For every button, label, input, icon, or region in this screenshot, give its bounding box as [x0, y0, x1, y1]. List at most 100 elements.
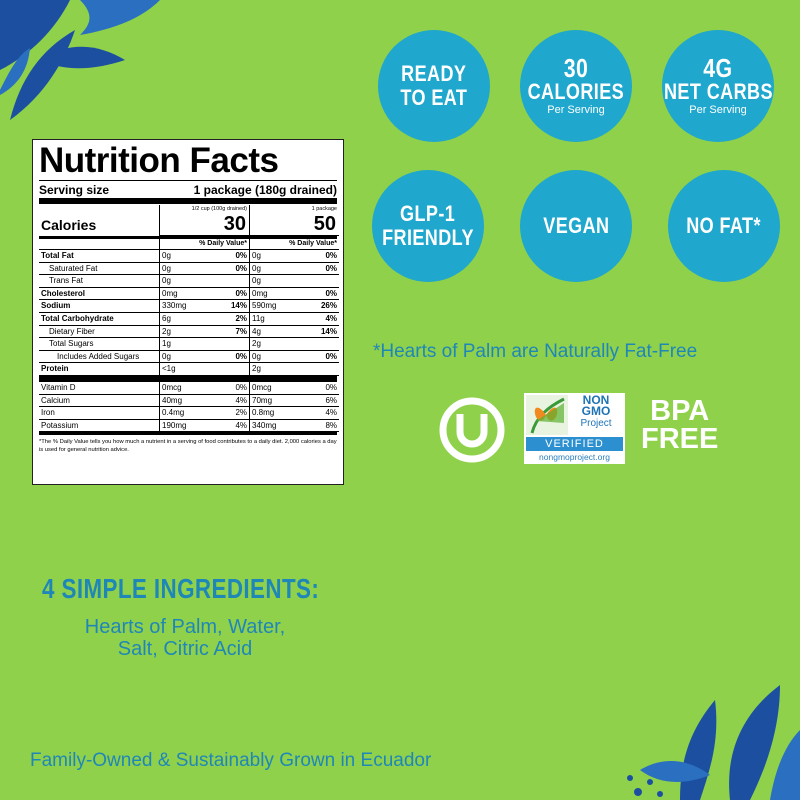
nutrient-value-cell: <1g	[159, 363, 249, 376]
nutrient-amount: 0g	[162, 351, 171, 361]
col1-header: 1/2 cup (100g drained)	[159, 205, 249, 213]
nutrient-value-cell: 11g 4%	[249, 312, 339, 326]
badge-vegan: VEGAN	[520, 170, 632, 282]
nutrient-value-cell: 590mg 26%	[249, 300, 339, 313]
nutrient-value-cell: 0g 0%	[159, 350, 249, 364]
nutrient-amount: 0g	[252, 276, 261, 286]
nutrient-value-cell: 0g 0%	[249, 350, 339, 364]
nutrient-label: Saturated Fat	[39, 263, 159, 276]
nutrient-value-cell: 0mg 0%	[249, 287, 339, 301]
nutrition-title: Nutrition Facts	[39, 141, 279, 180]
nutrient-value-cell: 330mg 14%	[159, 300, 249, 313]
nutrient-label: Protein	[39, 363, 159, 376]
ngmo-project: Project	[580, 418, 612, 429]
nutrient-rows: % Daily Value* % Daily Value* Total Fat 0…	[39, 239, 339, 376]
nutrient-amount: 4g	[252, 326, 261, 336]
ngmo-verified: VERIFIED	[526, 437, 623, 451]
vitamin-rows: Vitamin D 0mcg 0% 0mcg 0% Calcium 40mg 4% 70mg 6%…	[39, 381, 339, 433]
nutrient-amount: 1g	[162, 339, 171, 349]
nutrient-label: Vitamin D	[39, 382, 159, 395]
nutrient-amount: 6g	[162, 313, 171, 323]
nutrient-amount: 590mg	[252, 301, 277, 311]
nutrient-value-cell: 6g 2%	[159, 312, 249, 326]
nutrient-percent: 7%	[235, 326, 247, 336]
leaf-decoration-icon	[0, 0, 160, 120]
nutrient-label: Dietary Fiber	[39, 326, 159, 339]
nutrient-label: Cholesterol	[39, 288, 159, 301]
badge-line: NO FAT*	[686, 213, 762, 238]
fat-free-footnote: *Hearts of Palm are Naturally Fat-Free	[373, 341, 698, 362]
nutrient-value-cell: 0mg 0%	[159, 287, 249, 301]
nutrient-amount: 0.4mg	[162, 408, 185, 418]
nutrient-label: Total Carbohydrate	[39, 313, 159, 326]
nutrient-value-cell: 2g	[249, 338, 339, 351]
kosher-ou-icon	[439, 397, 505, 463]
nutrient-percent: 0%	[325, 263, 337, 273]
non-gmo-verified-badge: NON GMO Project VERIFIED nongmoproject.o…	[524, 393, 625, 464]
bpa-free-mark: BPA FREE	[641, 395, 719, 455]
nutrient-value-cell: 2g 7%	[159, 325, 249, 339]
serving-size-row: Serving size 1 package (180g drained)	[39, 183, 337, 197]
nutrient-amount: 0mg	[162, 288, 178, 298]
nutrient-percent: 0%	[235, 351, 247, 361]
nutrient-label: Calcium	[39, 395, 159, 408]
nutrient-value-cell: 340mg 8%	[249, 419, 339, 433]
nutrient-percent: 4%	[325, 408, 337, 418]
ingredients-title: 4 SIMPLE INGREDIENTS:	[42, 573, 320, 604]
nutrient-label: Potassium	[39, 420, 159, 433]
calories-col2: 50	[249, 213, 339, 236]
nutrient-amount: 0g	[252, 351, 261, 361]
serving-label: Serving size	[39, 183, 110, 197]
nutrient-amount: 11g	[252, 313, 265, 323]
nutrient-label: Sodium	[39, 300, 159, 313]
nutrient-value-cell: 0g 0%	[159, 262, 249, 276]
nutrient-percent: 0%	[235, 382, 247, 392]
nutrient-value-cell: 0g 0%	[249, 262, 339, 276]
badge-line: VEGAN	[542, 213, 610, 238]
ngmo-non: NON	[582, 393, 610, 407]
nutrient-amount: 0.8mg	[252, 408, 275, 418]
nutrient-amount: 2g	[252, 339, 261, 349]
nutrient-amount: <1g	[162, 364, 176, 374]
nutrient-amount: 0mcg	[252, 382, 272, 392]
nutrient-percent: 4%	[235, 420, 247, 430]
nutrient-percent: 0%	[325, 351, 337, 361]
dv-header-col1: % Daily Value*	[159, 239, 249, 250]
nutrient-percent: 8%	[325, 420, 337, 430]
serving-value: 1 package (180g drained)	[193, 183, 337, 197]
nutrient-value-cell: 4g 14%	[249, 325, 339, 339]
ngmo-non-gmo: NON GMO	[570, 393, 622, 418]
nutrient-amount: 340mg	[252, 420, 277, 430]
nutrient-value-cell: 0mcg 0%	[249, 381, 339, 395]
badge-line: 30	[563, 52, 589, 83]
bpa-line: BPA	[650, 395, 710, 427]
nutrient-percent: 14%	[230, 301, 247, 311]
badge-line: NET CARBS	[663, 78, 773, 104]
nutrient-percent: 26%	[320, 301, 337, 311]
nutrient-amount: 0mg	[252, 288, 268, 298]
ingredients-line: Salt, Citric Acid	[117, 638, 253, 660]
nutrition-table: 1/2 cup (100g drained) 1 package Calorie…	[39, 205, 339, 236]
nutrient-amount: 0g	[162, 276, 171, 286]
nutrient-value-cell: 0.4mg 2%	[159, 407, 249, 420]
nutrient-percent: 0%	[235, 288, 247, 298]
nutrient-percent: 4%	[325, 313, 337, 323]
nutrient-amount: 0g	[252, 263, 261, 273]
ngmo-gmo: GMO	[581, 404, 611, 418]
nutrient-value-cell: 0g 0%	[249, 250, 339, 263]
nutrient-percent: 4%	[235, 395, 247, 405]
nutrient-percent: 0%	[235, 263, 247, 273]
nutrient-amount: 40mg	[162, 395, 183, 405]
free-line: FREE	[641, 423, 719, 455]
nutrient-amount: 0mcg	[162, 382, 182, 392]
badge-no-fat: NO FAT*	[668, 170, 780, 282]
badge-line: GLP-1	[400, 201, 456, 226]
nutrient-percent: 2%	[235, 408, 247, 418]
calories-col1: 30	[159, 213, 249, 236]
nutrient-value-cell: 0.8mg 4%	[249, 407, 339, 420]
nutrient-amount: 2g	[252, 364, 261, 374]
nutrient-value-cell: 190mg 4%	[159, 419, 249, 433]
badge-ready-to-eat: READY TO EAT	[378, 30, 490, 142]
nutrient-amount: 70mg	[252, 395, 273, 405]
